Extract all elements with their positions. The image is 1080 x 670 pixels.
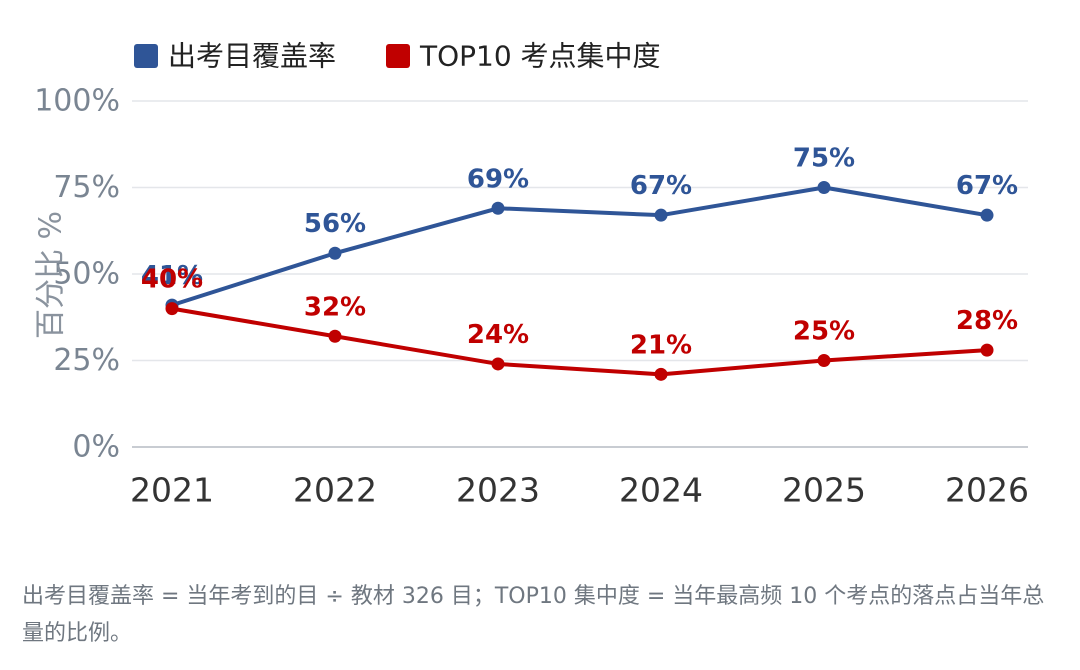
y-axis-label: 百分比 % xyxy=(34,211,69,339)
data-point xyxy=(980,343,994,357)
data-label: 56% xyxy=(304,209,366,239)
data-label: 32% xyxy=(304,292,366,322)
legend: 出考目覆盖率 TOP10 考点集中度 xyxy=(134,40,661,73)
gridlines xyxy=(132,100,1028,448)
x-tick-label: 2021 xyxy=(130,471,214,510)
legend-swatch xyxy=(134,44,158,68)
footnote: 出考目覆盖率 = 当年考到的目 ÷ 教材 326 目；TOP10 集中度 = 当… xyxy=(22,584,1045,646)
x-axis-ticks: 2021 2022 2023 2024 2025 2026 xyxy=(130,471,1029,510)
legend-label: TOP10 考点集中度 xyxy=(419,40,661,73)
data-label: 24% xyxy=(467,320,529,350)
data-point xyxy=(654,208,668,222)
legend-swatch xyxy=(386,44,410,68)
data-point xyxy=(328,329,342,343)
series-2 xyxy=(165,302,994,381)
data-label: 67% xyxy=(630,171,692,201)
y-tick-label: 50% xyxy=(53,257,120,292)
data-label: 67% xyxy=(956,171,1018,201)
legend-label: 出考目覆盖率 xyxy=(168,40,336,73)
data-point xyxy=(654,367,668,381)
y-tick-label: 25% xyxy=(53,343,120,378)
data-label: 75% xyxy=(793,144,855,174)
line-chart: 出考目覆盖率 TOP10 考点集中度 0%25%50%75%100% 百分比 % … xyxy=(34,40,1029,510)
x-tick-label: 2026 xyxy=(945,471,1029,510)
data-point xyxy=(980,208,994,222)
series-1 xyxy=(165,181,994,312)
y-axis-ticks: 0% 25% 50% 75% 100% xyxy=(34,84,120,465)
data-label: 40% xyxy=(141,265,203,295)
x-tick-label: 2023 xyxy=(456,471,540,510)
data-point xyxy=(817,181,831,194)
data-point xyxy=(491,357,505,371)
series-line xyxy=(170,306,989,377)
x-tick-label: 2022 xyxy=(293,471,377,510)
data-point xyxy=(491,201,505,215)
series-group: 41% 56% 69% 67% 75% 67% 40% 32% 24% 21% 25% 28% xyxy=(141,144,1018,381)
data-point xyxy=(328,246,342,260)
series-line xyxy=(170,185,989,308)
data-label: 28% xyxy=(956,306,1018,336)
y-tick-label: 0% xyxy=(72,430,120,465)
x-tick-label: 2025 xyxy=(782,471,866,510)
data-label: 69% xyxy=(467,164,529,194)
data-label: 25% xyxy=(793,317,855,347)
data-point xyxy=(817,354,831,367)
data-point xyxy=(165,302,179,316)
y-tick-label: 100% xyxy=(34,84,120,119)
x-tick-label: 2024 xyxy=(619,471,703,510)
data-label: 41% xyxy=(141,261,203,291)
data-label: 21% xyxy=(630,330,692,360)
y-tick-label: 75% xyxy=(53,170,120,205)
